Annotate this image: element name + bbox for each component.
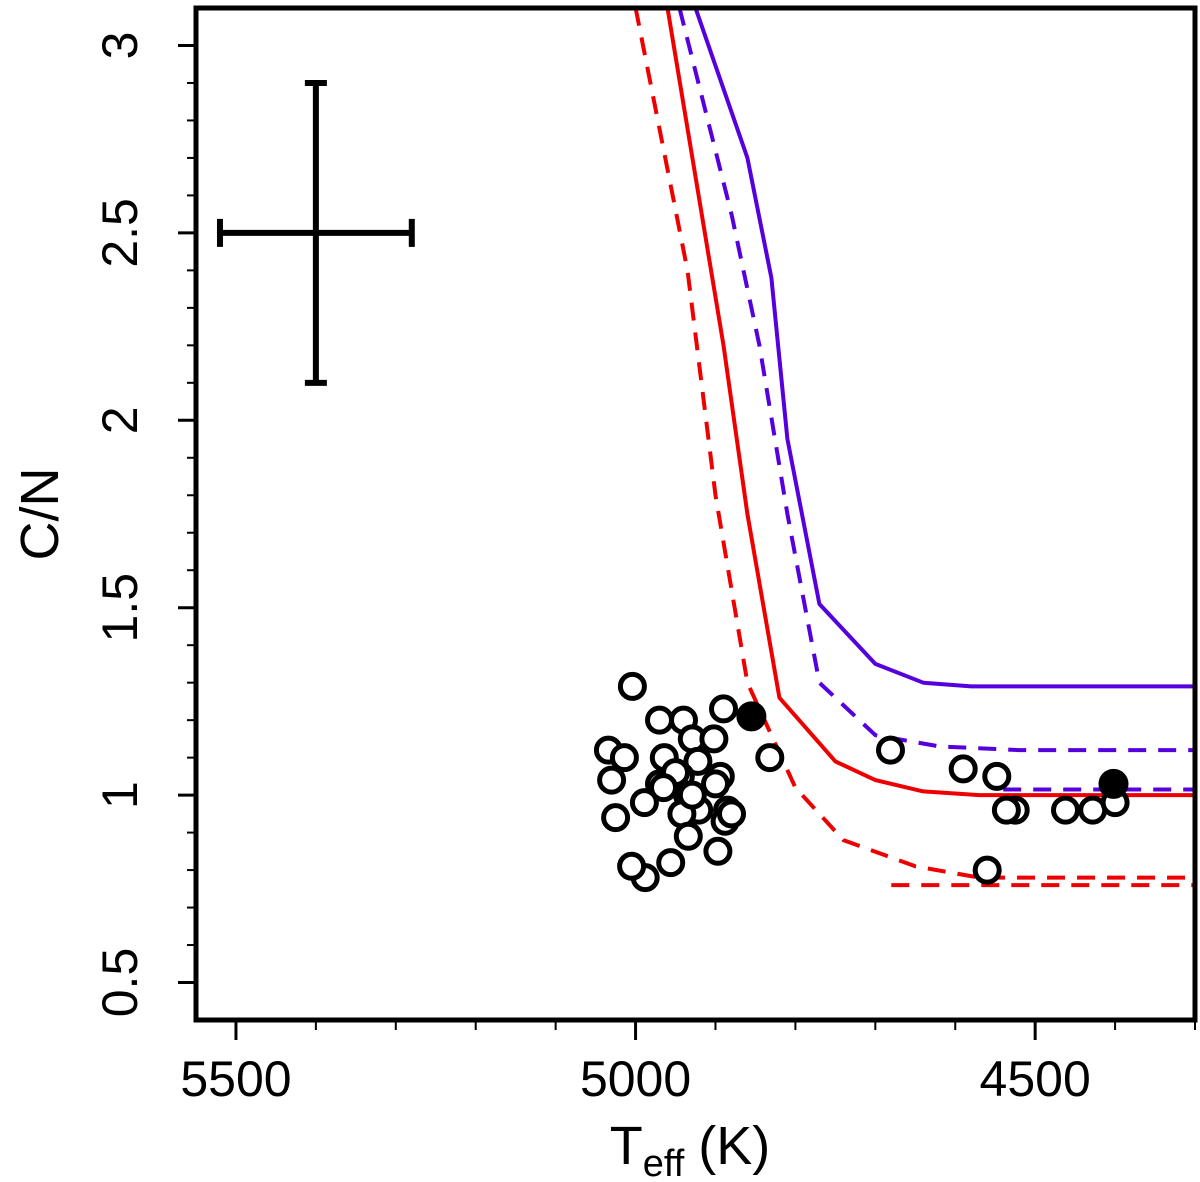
open-data-point bbox=[609, 743, 639, 773]
open-data-point bbox=[617, 851, 647, 881]
y-tick-label: 2 bbox=[92, 406, 148, 434]
open-data-point bbox=[701, 769, 730, 799]
x-tick-label: 4500 bbox=[980, 1051, 1091, 1107]
x-axis-title: Teff (K) bbox=[610, 1116, 771, 1182]
plot-frame bbox=[193, 5, 1198, 1023]
x-axis-title-subscript: eff bbox=[643, 1143, 685, 1182]
error-bar-group bbox=[216, 79, 415, 386]
open-data-point bbox=[972, 855, 1002, 885]
model-blue-dashed-line bbox=[677, 8, 1195, 753]
model-lines bbox=[633, 8, 1195, 888]
model-red-dashed-line bbox=[633, 8, 1195, 880]
open-data-point bbox=[699, 724, 729, 754]
open-data-point bbox=[991, 795, 1021, 825]
x-tick-label: 5000 bbox=[580, 1051, 691, 1107]
y-tick-label: 3 bbox=[92, 32, 148, 60]
open-data-point bbox=[683, 746, 713, 776]
y-tick-label: 1.5 bbox=[92, 573, 148, 643]
open-data-point bbox=[982, 761, 1012, 791]
open-data-point bbox=[629, 788, 659, 818]
open-data-point bbox=[645, 705, 674, 735]
model-blue-solid-line bbox=[693, 8, 1195, 689]
axis-tick-labels: 5500 5000 4500 0.5 1 1.5 2 2.5 3 bbox=[92, 32, 1091, 1107]
open-data-point bbox=[709, 694, 738, 724]
data-points bbox=[593, 671, 1130, 893]
x-tick-label: 5500 bbox=[180, 1051, 291, 1107]
open-data-point bbox=[755, 743, 785, 773]
y-tick-label: 2.5 bbox=[92, 198, 148, 268]
open-data-point bbox=[948, 754, 978, 784]
open-data-point bbox=[601, 803, 631, 833]
model-red-solid-line bbox=[665, 8, 1195, 798]
open-data-point bbox=[703, 836, 733, 866]
open-data-point bbox=[1051, 795, 1080, 825]
y-tick-label: 1 bbox=[92, 781, 148, 809]
open-data-point bbox=[717, 799, 746, 829]
open-data-point bbox=[673, 821, 703, 851]
x-axis-title-main: T bbox=[610, 1116, 643, 1176]
open-data-point bbox=[649, 773, 678, 803]
open-data-point bbox=[876, 735, 905, 765]
x-axis-title-unit: (K) bbox=[698, 1116, 770, 1176]
y-tick-label: 0.5 bbox=[92, 948, 148, 1018]
y-axis-title: C/N bbox=[10, 468, 70, 561]
filled-data-point bbox=[1098, 768, 1129, 799]
filled-data-point bbox=[736, 701, 767, 732]
open-data-point bbox=[656, 848, 686, 878]
open-data-point bbox=[617, 671, 647, 701]
open-data-point bbox=[677, 780, 707, 810]
open-data-point bbox=[597, 765, 627, 795]
